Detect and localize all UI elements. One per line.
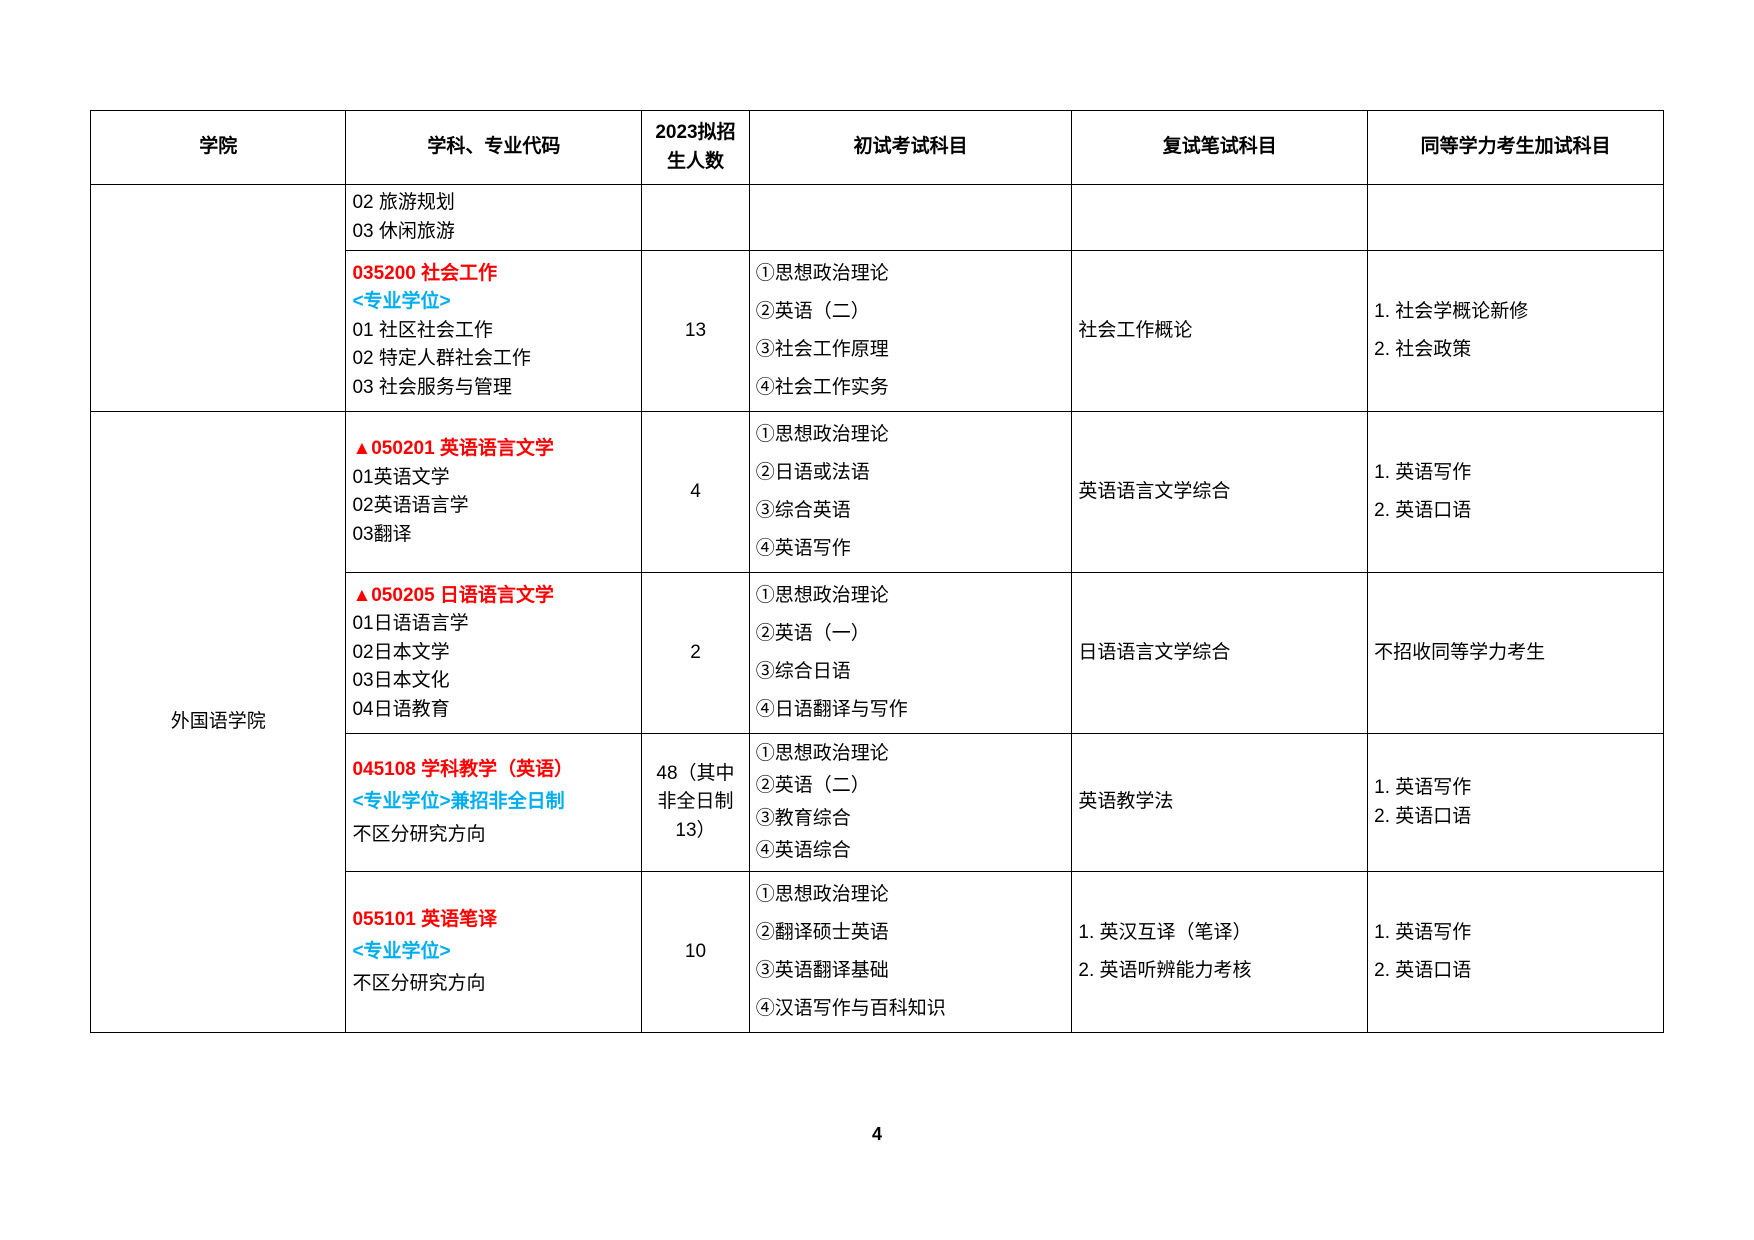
major-direction: 02日本文学: [352, 642, 449, 663]
table-row: 外国语学院 ▲050201 英语语言文学 01英语文学 02英语语言学 03翻译…: [91, 412, 1664, 573]
degree-type: <专业学位>: [352, 291, 450, 312]
major-cell: 02 旅游规划 03 休闲旅游: [346, 185, 642, 251]
enroll-cell: [642, 185, 750, 251]
college-cell: [91, 185, 346, 412]
exam3-cell: 不招收同等学力考生: [1368, 573, 1664, 734]
enroll-cell: 48（其中非全日制13）: [642, 734, 750, 872]
major-direction: 01英语文学: [352, 467, 449, 488]
header-major: 学科、专业代码: [346, 111, 642, 185]
major-title: 045108 学科教学（英语）: [352, 759, 573, 780]
exam-subject: ①思想政治理论: [756, 876, 1066, 914]
enroll-cell: 10: [642, 872, 750, 1033]
degree-type: <专业学位>兼招非全日制: [352, 791, 564, 812]
exam-subject: 2. 社会政策: [1374, 331, 1657, 369]
enroll-cell: 13: [642, 251, 750, 412]
exam2-cell: 1. 英汉互译（笔译） 2. 英语听辨能力考核: [1072, 872, 1368, 1033]
exam-subject: 1. 英汉互译（笔译）: [1078, 914, 1361, 952]
exam-subject: ④社会工作实务: [756, 369, 1066, 407]
major-direction: 03 社会服务与管理: [352, 377, 511, 398]
exam-subject: 2. 英语口语: [1374, 952, 1657, 990]
header-enroll: 2023拟招生人数: [642, 111, 750, 185]
exam1-cell: [749, 185, 1072, 251]
exam-subject: ②英语（一）: [756, 615, 1066, 653]
exam-subject: ①思想政治理论: [756, 255, 1066, 293]
exam-subject: 1. 社会学概论新修: [1374, 293, 1657, 331]
exam2-cell: 社会工作概论: [1072, 251, 1368, 412]
major-cell: 045108 学科教学（英语） <专业学位>兼招非全日制 不区分研究方向: [346, 734, 642, 872]
exam1-cell: ①思想政治理论 ②英语（二） ③教育综合 ④英语综合: [749, 734, 1072, 872]
major-direction: 03 休闲旅游: [352, 218, 635, 247]
enroll-cell: 2: [642, 573, 750, 734]
exam-subject: ①思想政治理论: [756, 738, 1066, 770]
exam-subject: ②翻译硕士英语: [756, 914, 1066, 952]
header-exam3: 同等学力考生加试科目: [1368, 111, 1664, 185]
exam-subject: 2. 英语口语: [1374, 803, 1657, 832]
major-cell: 055101 英语笔译 <专业学位> 不区分研究方向: [346, 872, 642, 1033]
major-title: 035200 社会工作: [352, 263, 497, 284]
exam-subject: ③英语翻译基础: [756, 952, 1066, 990]
enroll-cell: 4: [642, 412, 750, 573]
table-row: 02 旅游规划 03 休闲旅游: [91, 185, 1664, 251]
exam-subject: 2. 英语听辨能力考核: [1078, 952, 1361, 990]
exam-subject: ②英语（二）: [756, 293, 1066, 331]
exam-subject: ④英语写作: [756, 530, 1066, 568]
exam3-cell: 1. 英语写作 2. 英语口语: [1368, 872, 1664, 1033]
major-direction: 01 社区社会工作: [352, 320, 492, 341]
major-direction: 03日本文化: [352, 670, 449, 691]
major-title: ▲050205 日语语言文学: [352, 585, 554, 606]
major-direction: 不区分研究方向: [352, 824, 485, 845]
major-direction: 不区分研究方向: [352, 973, 485, 994]
major-direction: 04日语教育: [352, 699, 449, 720]
exam1-cell: ①思想政治理论 ②英语（一） ③综合日语 ④日语翻译与写作: [749, 573, 1072, 734]
exam-subject: 1. 英语写作: [1374, 454, 1657, 492]
major-cell: 035200 社会工作 <专业学位> 01 社区社会工作 02 特定人群社会工作…: [346, 251, 642, 412]
exam-subject: 1. 英语写作: [1374, 914, 1657, 952]
exam-subject: ③综合英语: [756, 492, 1066, 530]
exam-subject: ①思想政治理论: [756, 577, 1066, 615]
degree-type: <专业学位>: [352, 941, 450, 962]
admissions-table: 学院 学科、专业代码 2023拟招生人数 初试考试科目 复试笔试科目 同等学力考…: [90, 110, 1664, 1033]
header-exam2: 复试笔试科目: [1072, 111, 1368, 185]
exam-subject: ①思想政治理论: [756, 416, 1066, 454]
exam1-cell: ①思想政治理论 ②日语或法语 ③综合英语 ④英语写作: [749, 412, 1072, 573]
major-direction: 02 特定人群社会工作: [352, 348, 530, 369]
header-exam1: 初试考试科目: [749, 111, 1072, 185]
exam3-cell: 1. 英语写作 2. 英语口语: [1368, 734, 1664, 872]
exam1-cell: ①思想政治理论 ②翻译硕士英语 ③英语翻译基础 ④汉语写作与百科知识: [749, 872, 1072, 1033]
exam-subject: ②日语或法语: [756, 454, 1066, 492]
major-title: 055101 英语笔译: [352, 909, 497, 930]
exam-subject: 2. 英语口语: [1374, 492, 1657, 530]
exam2-cell: [1072, 185, 1368, 251]
exam3-cell: [1368, 185, 1664, 251]
exam-subject: ④英语综合: [756, 835, 1066, 867]
table-header-row: 学院 学科、专业代码 2023拟招生人数 初试考试科目 复试笔试科目 同等学力考…: [91, 111, 1664, 185]
major-direction: 02 旅游规划: [352, 189, 635, 218]
exam2-cell: 英语教学法: [1072, 734, 1368, 872]
page-number: 4: [0, 1124, 1754, 1145]
exam2-cell: 英语语言文学综合: [1072, 412, 1368, 573]
exam2-cell: 日语语言文学综合: [1072, 573, 1368, 734]
exam-subject: ③教育综合: [756, 803, 1066, 835]
exam3-cell: 1. 社会学概论新修 2. 社会政策: [1368, 251, 1664, 412]
major-title: ▲050201 英语语言文学: [352, 438, 554, 459]
major-direction: 01日语语言学: [352, 613, 468, 634]
exam-subject: ③社会工作原理: [756, 331, 1066, 369]
exam-subject: ③综合日语: [756, 653, 1066, 691]
major-direction: 03翻译: [352, 524, 411, 545]
exam-subject: ④汉语写作与百科知识: [756, 990, 1066, 1028]
college-cell: 外国语学院: [91, 412, 346, 1033]
exam-subject: 1. 英语写作: [1374, 774, 1657, 803]
exam-subject: ④日语翻译与写作: [756, 691, 1066, 729]
major-cell: ▲050205 日语语言文学 01日语语言学 02日本文学 03日本文化 04日…: [346, 573, 642, 734]
major-cell: ▲050201 英语语言文学 01英语文学 02英语语言学 03翻译: [346, 412, 642, 573]
header-college: 学院: [91, 111, 346, 185]
exam-subject: ②英语（二）: [756, 770, 1066, 802]
exam3-cell: 1. 英语写作 2. 英语口语: [1368, 412, 1664, 573]
major-direction: 02英语语言学: [352, 495, 468, 516]
exam1-cell: ①思想政治理论 ②英语（二） ③社会工作原理 ④社会工作实务: [749, 251, 1072, 412]
